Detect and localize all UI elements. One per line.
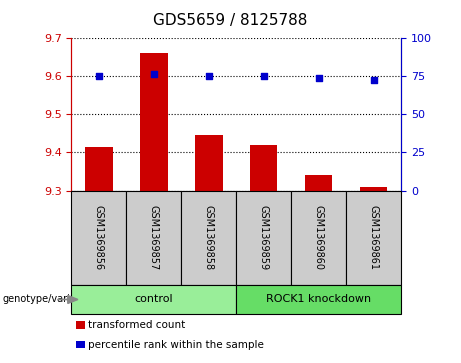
Text: GSM1369861: GSM1369861	[369, 205, 378, 270]
Text: transformed count: transformed count	[88, 320, 185, 330]
Point	[370, 77, 377, 83]
Point	[260, 73, 267, 79]
Text: ROCK1 knockdown: ROCK1 knockdown	[266, 294, 371, 305]
Text: percentile rank within the sample: percentile rank within the sample	[88, 340, 264, 350]
Text: control: control	[135, 294, 173, 305]
Text: GSM1369860: GSM1369860	[313, 205, 324, 270]
Text: GSM1369856: GSM1369856	[94, 205, 104, 270]
Bar	[250, 145, 278, 191]
Text: GSM1369858: GSM1369858	[204, 205, 214, 270]
Point	[150, 72, 158, 77]
Text: GSM1369857: GSM1369857	[149, 205, 159, 270]
Text: genotype/variation: genotype/variation	[2, 294, 95, 305]
Text: GSM1369859: GSM1369859	[259, 205, 269, 270]
Point	[95, 73, 103, 79]
Text: GDS5659 / 8125788: GDS5659 / 8125788	[154, 13, 307, 28]
Bar	[305, 175, 332, 191]
Bar	[140, 53, 168, 191]
Point	[315, 75, 322, 81]
Bar	[195, 135, 223, 191]
Point	[205, 73, 213, 79]
Bar	[85, 147, 112, 191]
Bar	[360, 187, 387, 191]
